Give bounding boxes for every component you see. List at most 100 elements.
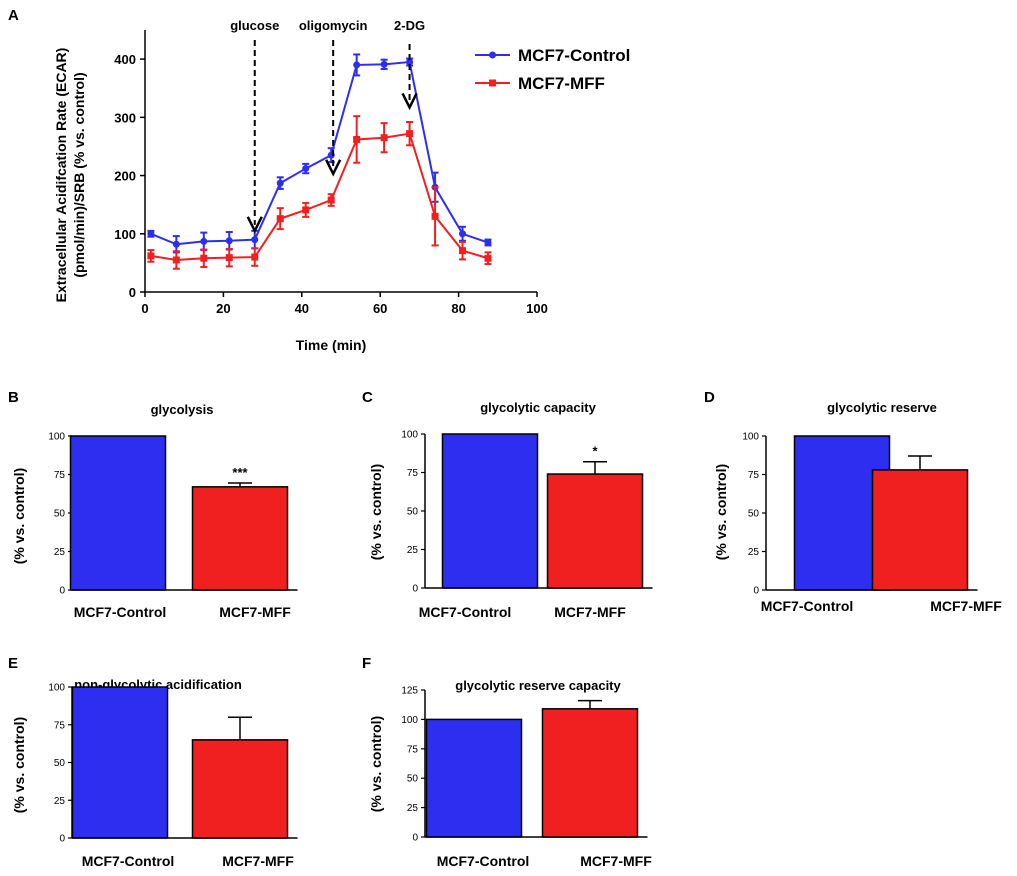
legend-marker bbox=[489, 79, 496, 87]
y-tick-label: 0 bbox=[59, 834, 65, 845]
data-point bbox=[200, 237, 208, 245]
data-point bbox=[276, 179, 284, 187]
bar-mff bbox=[191, 739, 289, 839]
data-point bbox=[302, 206, 310, 214]
y-tick-label: 0 bbox=[753, 586, 759, 597]
data-point bbox=[276, 215, 284, 223]
y-tick-label: 75 bbox=[407, 744, 419, 755]
legend-marker bbox=[489, 51, 496, 59]
category-label: MCF7-Control bbox=[437, 853, 530, 869]
data-point bbox=[459, 230, 467, 238]
panel-letter: B bbox=[8, 389, 19, 406]
bar-mff bbox=[871, 469, 969, 591]
chart-title: glycolysis bbox=[151, 402, 214, 417]
arrow-head bbox=[325, 159, 342, 177]
x-tick-label: 60 bbox=[373, 301, 387, 316]
significance-marker: * bbox=[592, 444, 598, 459]
y-tick-label: 0 bbox=[412, 833, 418, 844]
y-tick-label: 125 bbox=[401, 686, 418, 697]
x-tick-label: 40 bbox=[295, 301, 309, 316]
data-point bbox=[225, 254, 233, 262]
significance-marker: *** bbox=[232, 465, 248, 480]
series-line bbox=[150, 60, 489, 246]
panel-letter: A bbox=[8, 7, 19, 24]
y-axis-title: (pmol/min)/SRB (% vs. control) bbox=[71, 72, 87, 277]
legend-label: MCF7-Control bbox=[518, 46, 630, 65]
bar-control bbox=[441, 433, 539, 589]
category-label: MCF7-Control bbox=[761, 598, 854, 614]
data-point bbox=[380, 134, 388, 142]
data-point bbox=[431, 212, 439, 220]
y-tick-label: 25 bbox=[407, 545, 419, 556]
y-tick-label: 25 bbox=[748, 547, 760, 558]
y-axis-title: Extracellular Acidifcation Rate (ECAR) bbox=[53, 48, 69, 303]
panel-a: A 0 20 40 60 80 100 0 100 200 300 400 Time (min) Extr… bbox=[8, 7, 630, 353]
bar-control bbox=[425, 718, 523, 838]
y-axis-title: (% vs. control) bbox=[11, 468, 27, 564]
injection-label: 2-DG bbox=[394, 18, 425, 33]
chart-title: glycolytic capacity bbox=[480, 400, 596, 415]
y-tick-label: 75 bbox=[54, 470, 66, 481]
y-tick-label: 400 bbox=[114, 52, 136, 67]
panel-letter: C bbox=[362, 389, 373, 406]
y-axis-title: (% vs. control) bbox=[368, 716, 384, 812]
y-tick-label: 100 bbox=[401, 430, 418, 441]
y-tick-label: 50 bbox=[407, 507, 419, 518]
bar-mff bbox=[191, 486, 289, 591]
bar-control bbox=[69, 435, 167, 591]
x-tick-label: 100 bbox=[526, 301, 548, 316]
chart-title: glycolytic reserve bbox=[827, 400, 937, 415]
bar-mff bbox=[541, 708, 639, 838]
bar-control bbox=[71, 686, 169, 839]
arrow-head bbox=[401, 92, 418, 111]
x-tick-label: 20 bbox=[216, 301, 230, 316]
data-point bbox=[353, 135, 361, 143]
injection-label: oligomycin bbox=[299, 18, 368, 33]
series-line bbox=[150, 132, 489, 261]
y-tick-label: 100 bbox=[48, 432, 65, 443]
category-label: MCF7-Control bbox=[82, 853, 175, 869]
y-tick-label: 0 bbox=[412, 584, 418, 595]
x-tick-label: 80 bbox=[451, 301, 465, 316]
y-tick-label: 50 bbox=[407, 774, 419, 785]
chart-title: glycolytic reserve capacity bbox=[455, 678, 621, 693]
y-tick-label: 100 bbox=[114, 227, 136, 242]
series-mff bbox=[147, 115, 492, 270]
category-label: MCF7-MFF bbox=[930, 598, 1002, 614]
y-tick-label: 200 bbox=[114, 169, 136, 184]
injection-label: glucose bbox=[230, 18, 279, 33]
data-point bbox=[251, 253, 259, 261]
legend-label: MCF7-MFF bbox=[518, 74, 605, 93]
y-tick-label: 0 bbox=[129, 285, 136, 300]
data-point bbox=[225, 237, 233, 245]
y-tick-label: 75 bbox=[748, 470, 760, 481]
y-tick-label: 50 bbox=[54, 509, 66, 520]
data-point bbox=[484, 239, 492, 247]
data-point bbox=[172, 256, 180, 264]
data-point bbox=[147, 230, 155, 238]
y-axis-title: (% vs. control) bbox=[368, 464, 384, 560]
y-tick-label: 25 bbox=[54, 796, 66, 807]
bar-mff bbox=[546, 473, 644, 589]
y-tick-label: 25 bbox=[54, 547, 66, 558]
category-label: MCF7-MFF bbox=[222, 853, 294, 869]
y-tick-label: 100 bbox=[401, 715, 418, 726]
y-tick-label: 50 bbox=[748, 509, 760, 520]
data-point bbox=[459, 247, 467, 255]
data-point bbox=[251, 236, 259, 244]
y-axis-title: (% vs. control) bbox=[11, 717, 27, 813]
x-tick-label: 0 bbox=[141, 301, 148, 316]
data-point bbox=[353, 61, 361, 69]
data-point bbox=[147, 252, 155, 260]
data-point bbox=[406, 130, 414, 138]
panel-letter: E bbox=[8, 655, 18, 672]
y-tick-label: 100 bbox=[48, 683, 65, 694]
y-axis-title: (% vs. control) bbox=[713, 464, 729, 560]
arrow-head bbox=[246, 216, 263, 234]
